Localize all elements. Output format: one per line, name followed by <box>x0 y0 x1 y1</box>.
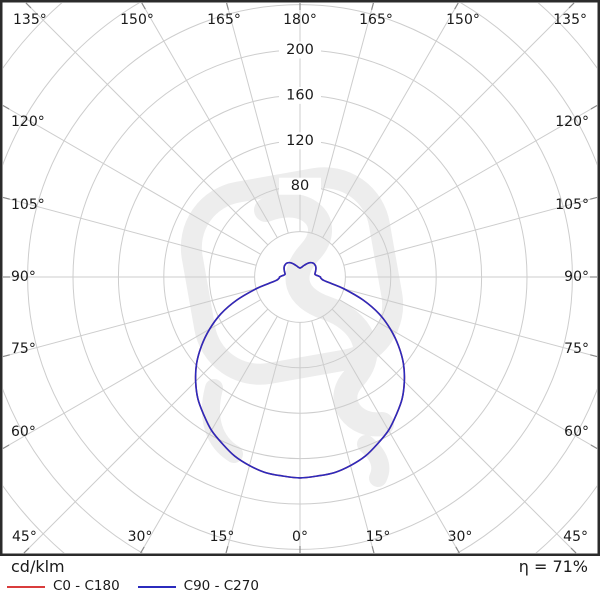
grid-spoke <box>343 196 597 266</box>
radial-axis-labels: 80 120 160 200 <box>279 41 321 195</box>
plot-region <box>3 3 597 553</box>
border-tick <box>590 105 598 110</box>
angle-label: 135° <box>553 12 587 28</box>
grid-spoke <box>331 3 575 246</box>
radial-axis-label: 120 <box>286 133 314 149</box>
angle-label: 120° <box>555 114 589 130</box>
border-tick <box>590 444 598 449</box>
legend-item-c90-c270: C90 - C270 <box>137 578 259 594</box>
angle-label: 105° <box>555 197 589 213</box>
angle-label: 135° <box>13 12 47 28</box>
grid-spoke <box>343 288 597 358</box>
radial-axis-label: 80 <box>291 178 309 194</box>
border-tick <box>141 2 146 10</box>
angle-label: 45° <box>12 529 37 545</box>
border-tick <box>25 2 32 9</box>
legend-label-c90-c270: C90 - C270 <box>183 578 259 594</box>
polar-chart-svg: 80 120 160 200 135° 150° 165° 180° 165° 150° 135° 4… <box>0 0 600 556</box>
watermark-ring <box>180 167 404 385</box>
border-ticks <box>2 2 598 554</box>
angle-labels: 135° 150° 165° 180° 165° 150° 135° 45° 30° 15° 0° 1… <box>11 12 589 545</box>
curve-c90-c270 <box>194 261 406 479</box>
angle-label: 75° <box>564 341 589 357</box>
angle-label: 30° <box>128 529 153 545</box>
angle-label: 150° <box>446 12 480 28</box>
angle-label: 15° <box>210 529 235 545</box>
border-tick <box>455 546 460 554</box>
radial-axis-label: 200 <box>286 42 314 58</box>
radial-label-chip <box>279 132 321 150</box>
border-tick <box>23 547 30 554</box>
angle-label: 60° <box>564 424 589 440</box>
grid-spoke <box>25 3 269 246</box>
legend: cd/klm η = 71% C0 - C180 C90 - C270 <box>0 556 600 600</box>
border-tick <box>590 196 598 200</box>
grid-spoke <box>339 104 597 255</box>
border-tick <box>590 354 598 358</box>
intensity-curves <box>194 261 406 479</box>
grid-spoke <box>331 308 577 553</box>
grid-spoke <box>140 316 278 553</box>
angle-label: 120° <box>11 114 45 130</box>
border-tick <box>226 2 229 10</box>
angle-label: 105° <box>11 197 45 213</box>
angle-label: 90° <box>564 269 589 285</box>
border-tick <box>2 354 10 358</box>
legend-item-c0-c180: C0 - C180 <box>7 579 120 594</box>
grid-spoke <box>3 299 261 450</box>
radial-label-chip <box>279 86 321 104</box>
units-label: cd/klm <box>11 557 65 576</box>
grid-spoke <box>3 196 257 266</box>
radial-axis-label: 160 <box>286 87 314 103</box>
angle-label: 15° <box>366 529 391 545</box>
grid-spoke <box>311 320 375 553</box>
grid-spoke <box>339 299 597 450</box>
grid-spoke <box>322 3 459 238</box>
legend-header: cd/klm η = 71% <box>0 556 600 576</box>
border-tick <box>371 2 374 10</box>
grid-spoke <box>3 104 261 255</box>
legend-label-c0-c180: C0 - C180 <box>53 578 120 594</box>
legend-swatch-red-line <box>7 585 45 588</box>
border-tick <box>568 2 575 9</box>
angle-label: 150° <box>120 12 154 28</box>
border-tick <box>570 547 577 554</box>
legend-swatch-blue-line <box>137 585 176 588</box>
polar-chart-area: 80 120 160 200 135° 150° 165° 180° 165° 150° 135° 4… <box>0 0 600 556</box>
watermark-ribbon <box>254 193 394 437</box>
angle-label: 60° <box>11 424 36 440</box>
radial-label-chip <box>279 41 321 59</box>
chart-border <box>0 0 600 556</box>
polar-grid-spokes <box>3 3 597 553</box>
border-tick <box>2 196 10 200</box>
grid-spoke <box>3 288 257 358</box>
grid-spoke <box>141 3 278 238</box>
grid-spoke <box>225 320 289 553</box>
angle-label: 165° <box>359 12 393 28</box>
angle-label: 0° <box>292 529 308 545</box>
angle-label: 180° <box>283 12 317 28</box>
border-tick <box>371 546 375 554</box>
legend-items: C0 - C180 C90 - C270 <box>0 579 600 594</box>
radial-label-chip <box>279 177 321 195</box>
angle-label: 75° <box>11 341 36 357</box>
efficiency-label: η = 71% <box>518 557 588 576</box>
border-tick <box>2 444 10 449</box>
angle-label: 30° <box>448 529 473 545</box>
grid-spoke <box>322 316 460 553</box>
grid-spoke <box>311 3 374 234</box>
border-tick <box>225 546 229 554</box>
angle-label: 45° <box>563 529 588 545</box>
grid-spoke <box>226 3 289 234</box>
border-tick <box>140 546 145 554</box>
angle-label: 165° <box>207 12 241 28</box>
angle-label: 90° <box>11 269 36 285</box>
border-tick <box>2 105 10 110</box>
grid-spoke <box>23 308 269 553</box>
border-tick <box>454 2 459 10</box>
watermark-ribbon-tail-right <box>357 435 390 487</box>
